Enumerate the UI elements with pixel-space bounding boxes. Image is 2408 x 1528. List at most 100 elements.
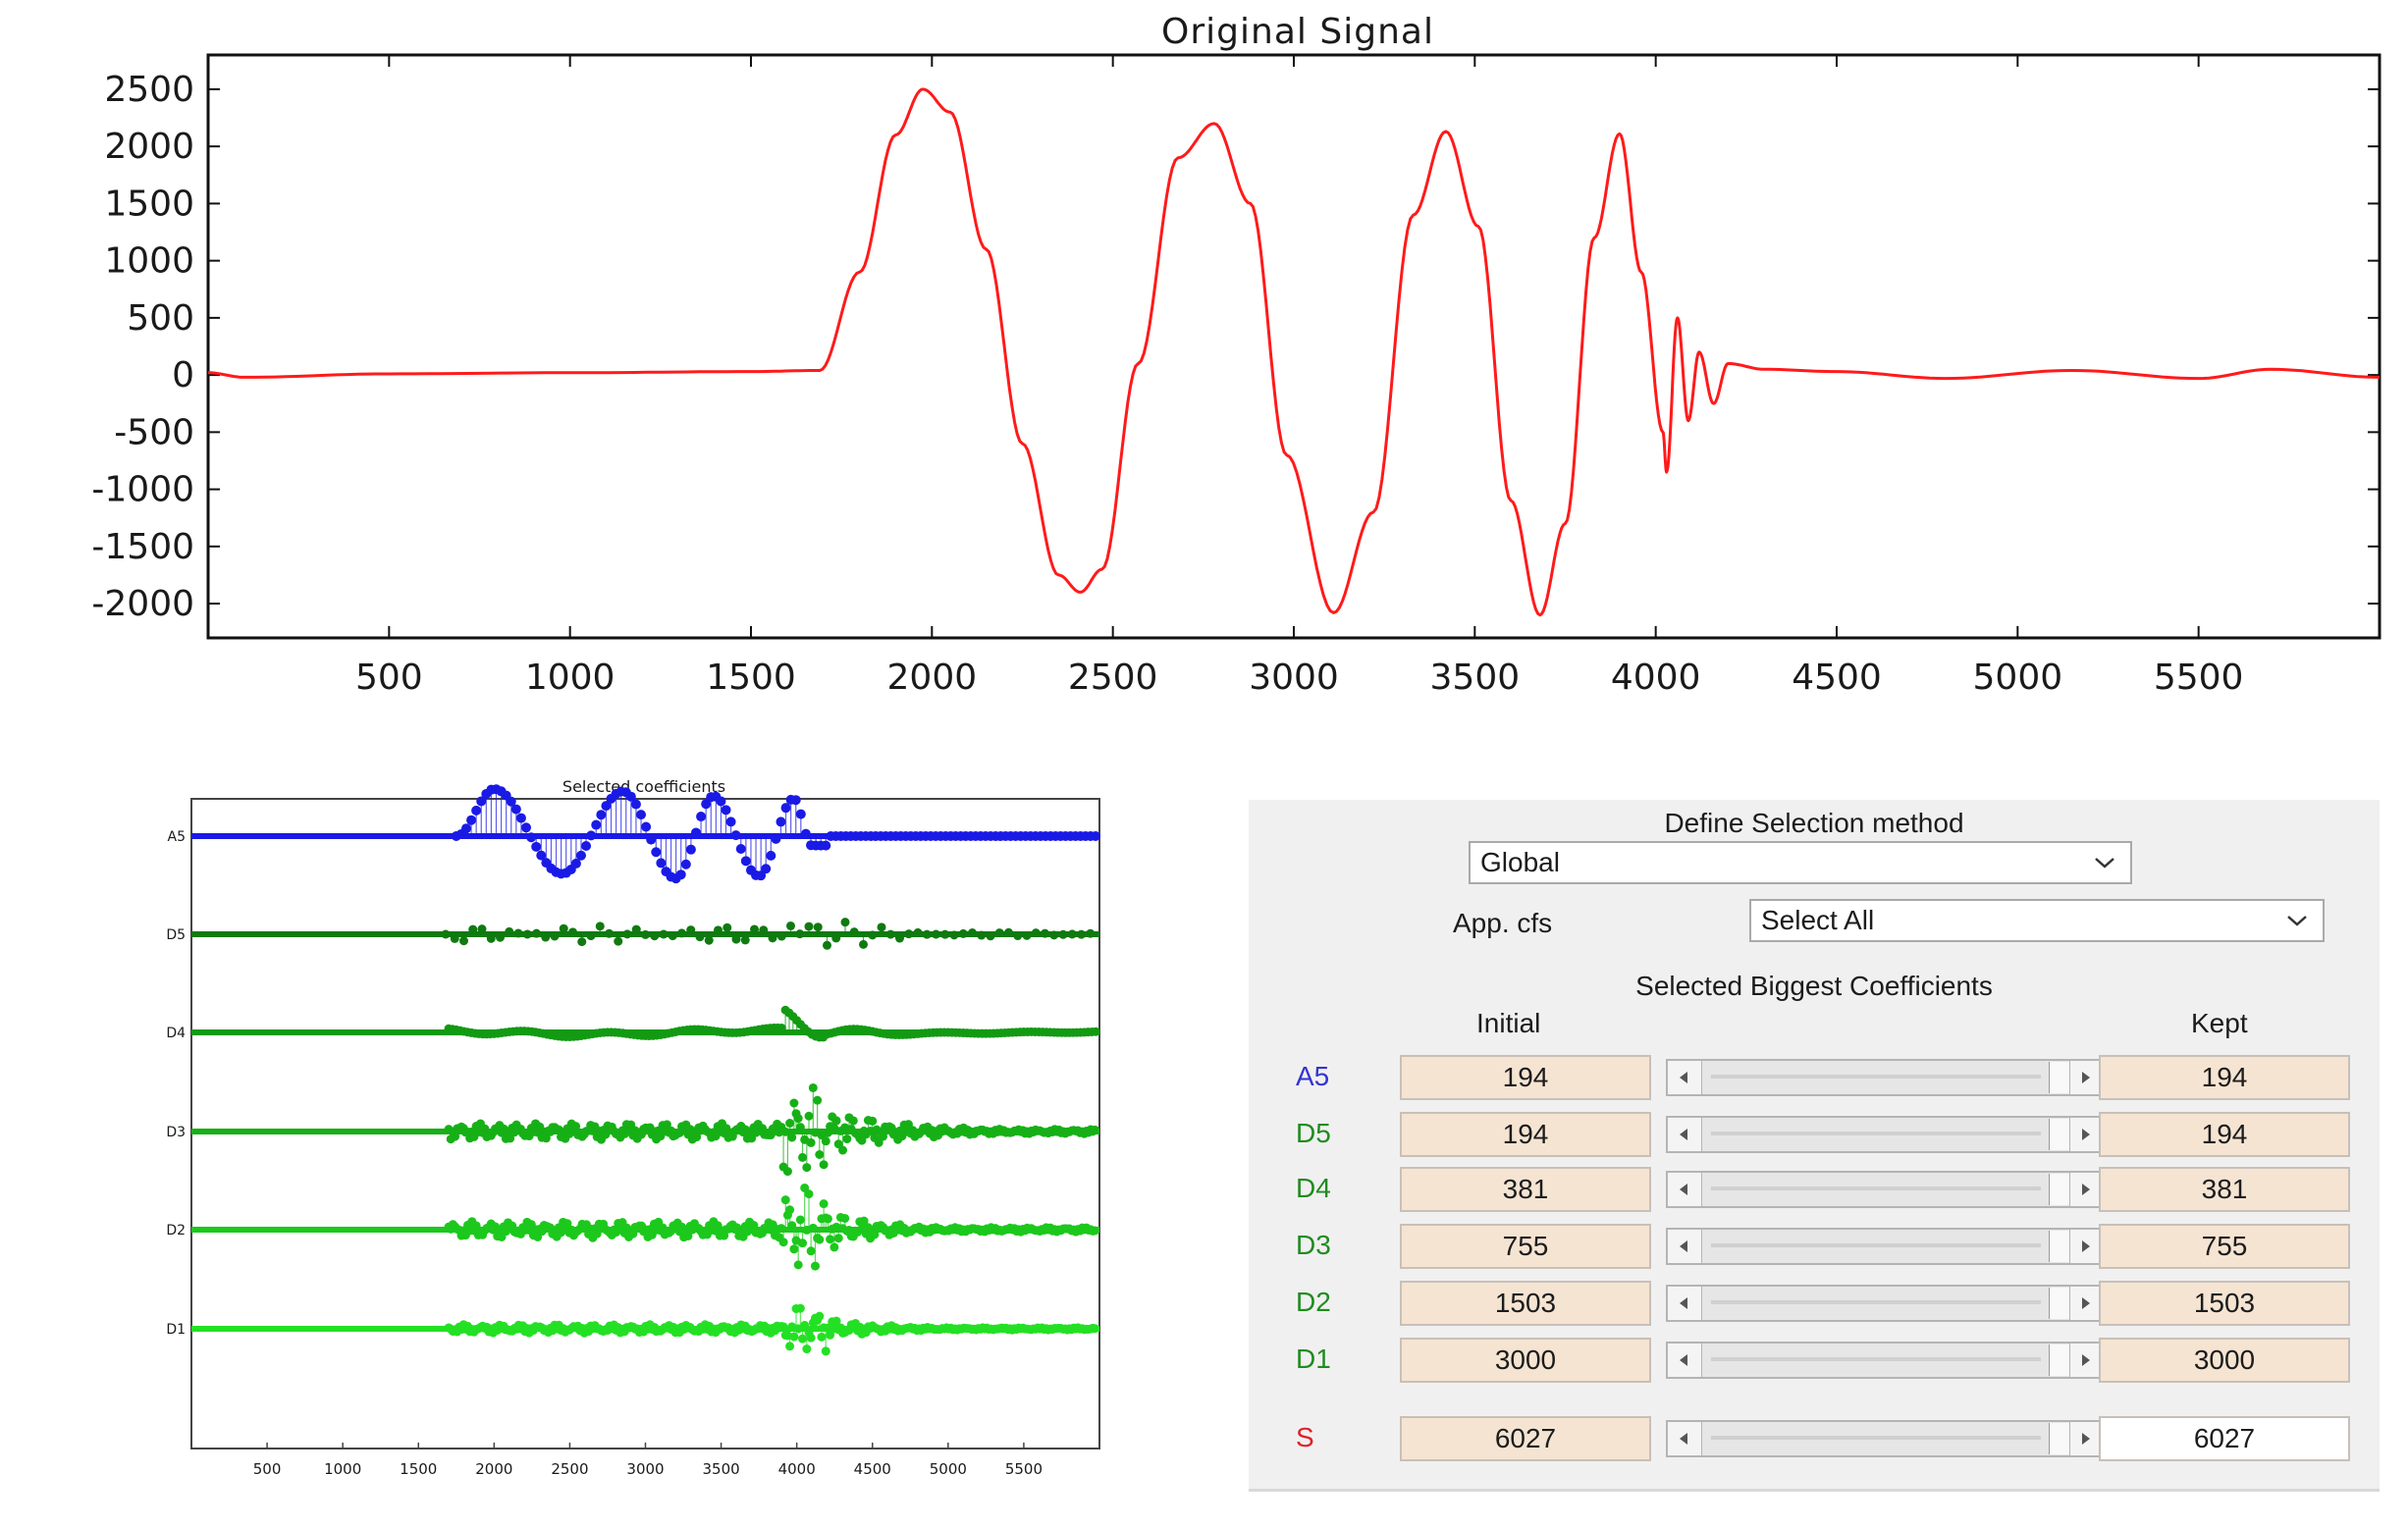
chevron-down-icon (2095, 858, 2114, 869)
slider-right-button[interactable] (2069, 1422, 2104, 1455)
coefficient-point (521, 822, 532, 833)
slider-thumb[interactable] (2049, 1231, 2070, 1262)
coefficient-row-d5: D5 (166, 918, 1099, 950)
slider-right-button[interactable] (2069, 1287, 2104, 1320)
coefficient-point (1004, 927, 1013, 937)
coefficient-point (513, 928, 523, 938)
coefficient-point (695, 932, 705, 942)
coefficient-point (731, 934, 741, 944)
kept-column-header: Kept (2191, 1008, 2248, 1038)
coefficient-point (505, 926, 514, 936)
kept-slider[interactable] (1666, 1228, 2106, 1265)
slider-track[interactable] (1711, 1132, 2041, 1135)
coefficient-point (795, 929, 805, 939)
initial-value-field: 6027 (1400, 1416, 1651, 1461)
coefficient-point (459, 936, 468, 946)
kept-slider[interactable] (1666, 1285, 2106, 1322)
coefficient-point (659, 929, 669, 939)
slider-track[interactable] (1711, 1243, 2041, 1247)
app-cfs-dropdown[interactable]: Select All (1749, 899, 2325, 942)
kept-slider[interactable] (1666, 1420, 2106, 1457)
coefficient-point (1049, 930, 1059, 940)
slider-thumb[interactable] (2049, 1062, 2070, 1093)
x-tick-label: 1500 (706, 658, 796, 698)
coefficient-point (831, 933, 841, 943)
slider-left-button[interactable] (1668, 1118, 1702, 1151)
coefficient-point (714, 925, 722, 935)
app-cfs-value: Select All (1761, 905, 1875, 935)
coefficient-point (1090, 1125, 1099, 1134)
coefficient-point (761, 864, 772, 874)
slider-left-button[interactable] (1668, 1422, 1702, 1455)
kept-slider[interactable] (1666, 1171, 2106, 1208)
coefficient-point (782, 1167, 792, 1177)
slider-right-button[interactable] (2069, 1061, 2104, 1094)
slider-track[interactable] (1711, 1075, 2041, 1079)
selection-method-dropdown[interactable]: Global (1469, 841, 2132, 884)
slider-left-button[interactable] (1668, 1061, 1702, 1094)
coefficient-point (819, 1160, 829, 1170)
coefficient-point (913, 927, 923, 937)
coefficient-point (1058, 929, 1068, 939)
x-axis: 500 1000 1500 2000 2500 3000 3500 4000 4500 5000 5… (355, 55, 2243, 698)
slider-track[interactable] (1711, 1436, 2041, 1440)
slider-left-button[interactable] (1668, 1287, 1702, 1320)
x-tick-label: 5500 (1005, 1460, 1043, 1478)
coefficient-point (795, 809, 806, 819)
slider-thumb[interactable] (2049, 1119, 2070, 1150)
x-tick-label: 2000 (475, 1460, 512, 1478)
slider-thumb[interactable] (2049, 1423, 2070, 1454)
coefficient-point (526, 832, 537, 843)
coefficient-point (683, 1231, 693, 1240)
row-label: D4 (166, 1026, 186, 1041)
slider-left-button[interactable] (1668, 1173, 1702, 1206)
coefficient-point (636, 810, 647, 820)
coefficient-point (725, 817, 736, 827)
coefficient-point (776, 1024, 786, 1033)
x-tick-label: 500 (355, 658, 423, 698)
coefficient-point (531, 841, 542, 852)
slider-right-button[interactable] (2069, 1344, 2104, 1377)
coefficient-point (778, 1238, 788, 1247)
slider-right-button[interactable] (2069, 1118, 2104, 1151)
coefficient-point (994, 928, 1004, 938)
slider-track[interactable] (1711, 1357, 2041, 1361)
x-tick-label: 1000 (324, 1460, 361, 1478)
coefficient-point (1013, 931, 1023, 941)
slider-thumb[interactable] (2049, 1288, 2070, 1319)
coefficient-point (815, 1311, 825, 1321)
initial-column-header: Initial (1476, 1008, 1541, 1038)
coefficient-point (559, 923, 568, 933)
kept-slider[interactable] (1666, 1342, 2106, 1379)
arrow-left-icon (1680, 1297, 1687, 1309)
kept-value-field[interactable]: 6027 (2099, 1416, 2350, 1461)
kept-value-field: 381 (2099, 1167, 2350, 1212)
app-cfs-label: App. cfs (1453, 908, 1553, 938)
slider-thumb[interactable] (2049, 1174, 2070, 1205)
coefficient-point (885, 929, 895, 939)
coefficient-point (685, 844, 696, 855)
slider-left-button[interactable] (1668, 1344, 1702, 1377)
slider-right-button[interactable] (2069, 1173, 2104, 1206)
coefficient-row-d2: D2 (166, 1183, 1099, 1271)
slider-left-button[interactable] (1668, 1230, 1702, 1263)
slider-thumb[interactable] (2049, 1344, 2070, 1376)
coefficient-point (570, 858, 581, 869)
panel-subheading: Selected Biggest Coefficients (1635, 971, 1993, 1001)
slider-track[interactable] (1711, 1300, 2041, 1304)
coefficient-point (722, 922, 732, 932)
coefficient-point (690, 827, 701, 838)
kept-slider[interactable] (1666, 1116, 2106, 1153)
coefficient-point (932, 929, 940, 939)
coefficient-point (813, 922, 823, 932)
slider-right-button[interactable] (2069, 1230, 2104, 1263)
coefficient-row-d3: D3 (166, 1082, 1099, 1177)
arrow-right-icon (2082, 1354, 2090, 1366)
kept-slider[interactable] (1666, 1059, 2106, 1096)
y-tick-label: -1000 (91, 470, 194, 510)
row-label: D4 (1296, 1173, 1331, 1203)
coefficient-point (631, 924, 641, 934)
slider-track[interactable] (1711, 1186, 2041, 1190)
row-label: D3 (1296, 1230, 1331, 1260)
arrow-left-icon (1680, 1072, 1687, 1083)
